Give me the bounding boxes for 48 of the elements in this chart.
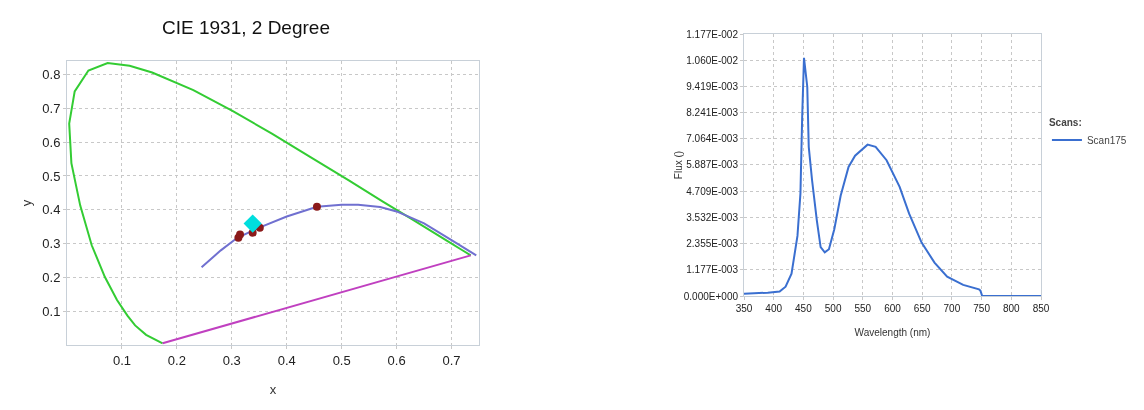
y-tick-label: 0.6 [42, 134, 61, 150]
y-tick-label: 0.7 [42, 100, 61, 116]
y-tick-label: 2.355E-003 [686, 238, 739, 250]
x-tick-label: 750 [973, 303, 991, 314]
x-tick-label: 500 [824, 303, 842, 314]
y-tick-label: 5.887E-003 [686, 159, 739, 171]
y-tick-label: 9.419E-003 [686, 80, 739, 92]
y-tick-label: 1.177E-003 [686, 264, 739, 276]
x-tick-label: 400 [765, 303, 783, 314]
y-axis-title: Flux () [673, 150, 685, 180]
y-tick-label: 1.177E-002 [686, 28, 739, 40]
x-tick-label: 0.1 [112, 352, 131, 368]
x-tick-label: 450 [795, 303, 813, 314]
line-series [744, 56, 1041, 296]
y-tick-label: 0.4 [42, 202, 61, 218]
x-tick-label: 0.7 [442, 352, 461, 368]
y-tick-label: 0.8 [42, 67, 61, 83]
y-tick-label: 1.060E-002 [686, 54, 739, 66]
x-tick-label: 0.5 [332, 352, 351, 368]
line-series [68, 62, 472, 345]
y-tick-label: 0.5 [42, 168, 61, 184]
point [312, 202, 321, 211]
line-series [200, 203, 478, 269]
y-tick-label: 0.2 [42, 269, 61, 285]
x-tick-label: 600 [884, 303, 902, 314]
chart-title: CIE 1931, 2 Degree [162, 16, 330, 38]
x-tick-label: 850 [1032, 303, 1050, 314]
y-tick-label: 8.241E-003 [686, 107, 739, 119]
y-tick-label: 0.3 [42, 236, 61, 252]
x-tick-label: 0.3 [222, 352, 241, 368]
point [243, 214, 262, 233]
y-tick-label: 7.064E-003 [686, 133, 739, 145]
legend-title: Scans: [1048, 116, 1082, 128]
x-tick-label: 0.2 [167, 352, 186, 368]
y-tick-label: 0.000E+000 [683, 290, 739, 302]
x-tick-label: 0.6 [387, 352, 406, 368]
x-tick-label: 650 [913, 303, 931, 314]
legend-label: Scan175 [1086, 134, 1127, 146]
x-axis-title: Wavelength (nm) [854, 327, 931, 338]
x-tick-label: 550 [854, 303, 872, 314]
x-tick-label: 0.4 [277, 352, 296, 368]
y-tick-label: 4.709E-003 [686, 185, 739, 197]
x-tick-label: 350 [735, 303, 753, 314]
x-tick-label: 800 [1002, 303, 1021, 314]
x-axis-title: x [269, 382, 277, 397]
y-tick-label: 3.532E-003 [686, 211, 739, 223]
y-axis-title: y [19, 199, 34, 207]
x-tick-label: 700 [943, 303, 961, 314]
